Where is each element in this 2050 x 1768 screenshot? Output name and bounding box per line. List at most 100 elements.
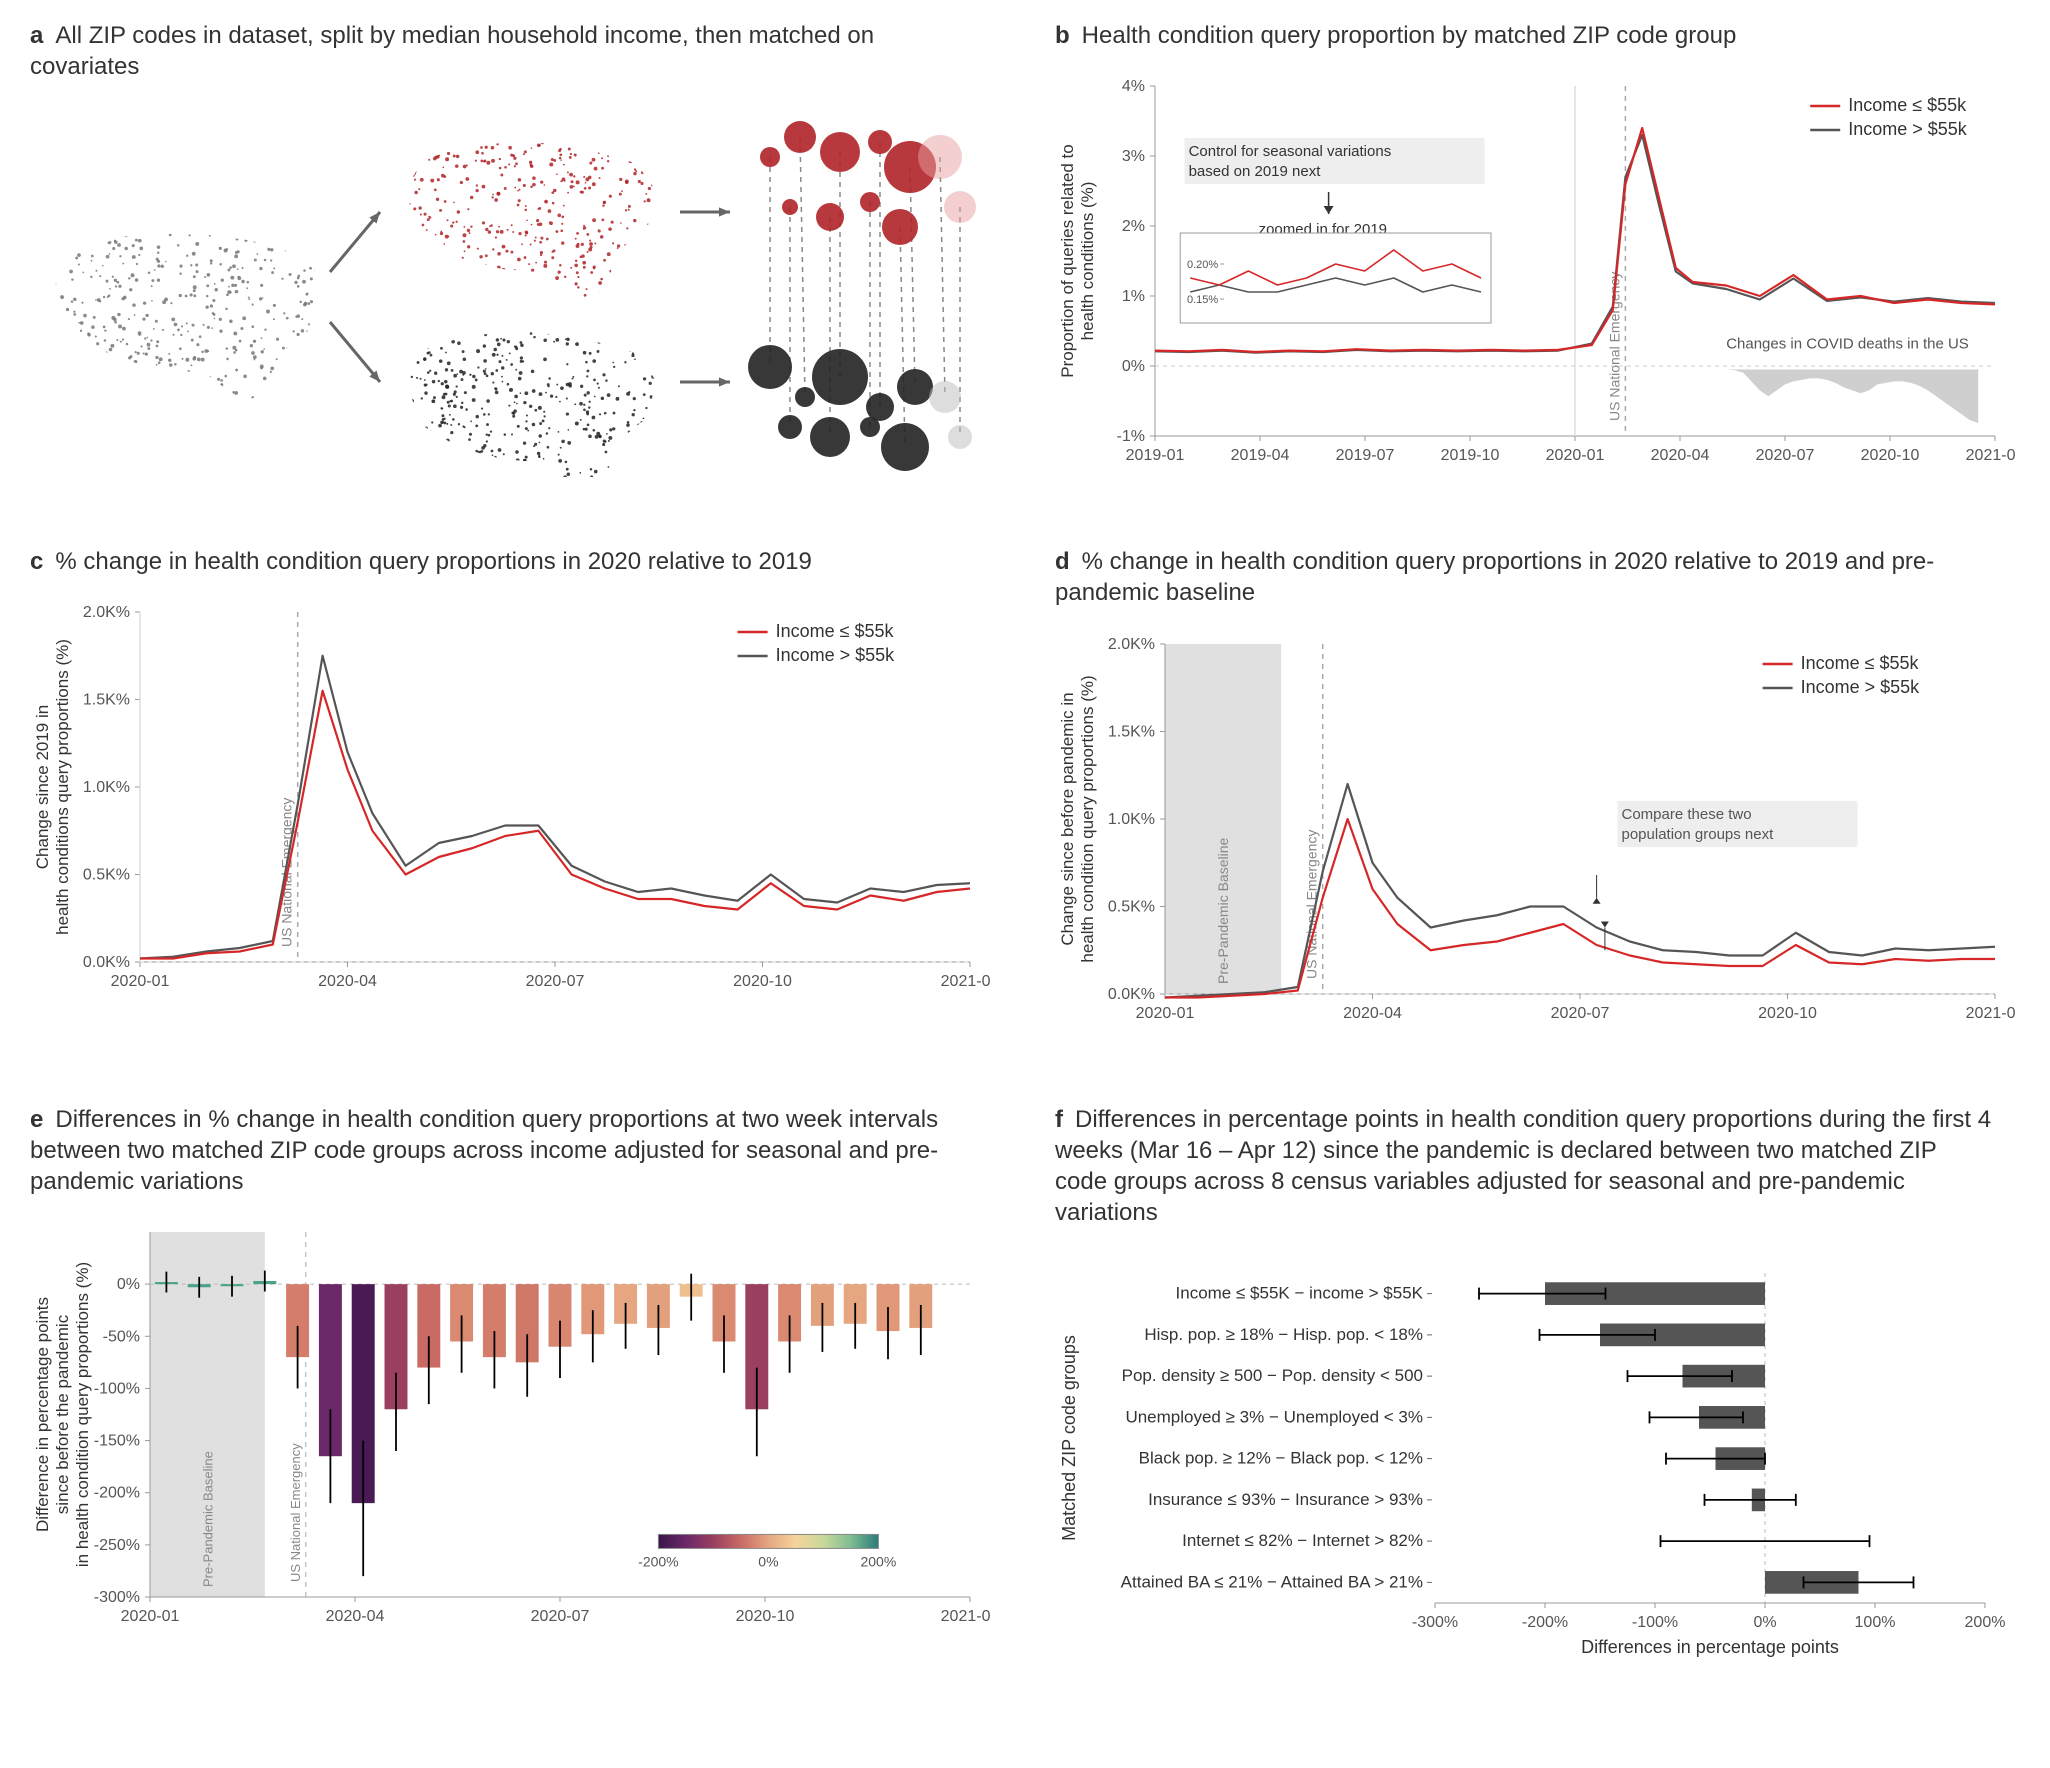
panel-c: c% change in health condition query prop… [30, 546, 995, 1043]
svg-text:Differences in percentage poin: Differences in percentage points [1581, 1637, 1839, 1657]
svg-text:Income > $55k: Income > $55k [1801, 677, 1921, 697]
panel-d: d% change in health condition query prop… [1055, 546, 2020, 1043]
panel-b-chart: -1% 0% 1% 2% 3% 4% 2019-01 2019-04 2019-07 2019-1… [1055, 66, 2015, 486]
svg-text:1%: 1% [1122, 288, 1145, 305]
svg-text:-1%: -1% [1117, 428, 1145, 445]
svg-text:Attained BA ≤ 21% − Attained B: Attained BA ≤ 21% − Attained BA > 21% [1121, 1573, 1423, 1592]
svg-text:2020-04: 2020-04 [318, 973, 377, 990]
svg-text:Pop. density ≥ 500 − Pop. dens: Pop. density ≥ 500 − Pop. density < 500 [1122, 1366, 1423, 1385]
svg-text:2.0K%: 2.0K% [83, 604, 130, 621]
svg-text:0.20%: 0.20% [1187, 259, 1218, 271]
panel-f-chart: -300% -200% -100% 0% 100% 200% Differences in … [1055, 1243, 2015, 1663]
svg-text:Income ≤ $55k: Income ≤ $55k [1848, 95, 1967, 115]
svg-text:2020-10: 2020-10 [733, 973, 792, 990]
svg-text:-200%: -200% [638, 1554, 678, 1570]
svg-text:Income ≤ $55K − income > $55K: Income ≤ $55K − income > $55K [1176, 1284, 1424, 1303]
svg-text:2020-07: 2020-07 [1756, 447, 1815, 464]
svg-text:2020-04: 2020-04 [1651, 447, 1710, 464]
svg-text:US National Emergency: US National Emergency [288, 1443, 303, 1582]
svg-text:0.0K%: 0.0K% [1108, 986, 1155, 1003]
panel-a-diagram [30, 97, 990, 477]
panel-c-title: % change in health condition query propo… [55, 548, 812, 575]
svg-text:2020-07: 2020-07 [1551, 1005, 1610, 1022]
svg-text:-300%: -300% [94, 1589, 140, 1606]
svg-text:2019-10: 2019-10 [1441, 447, 1500, 464]
svg-text:Proportion of queries related: Proportion of queries related to [1058, 144, 1077, 377]
svg-text:100%: 100% [1855, 1614, 1896, 1631]
svg-text:2021-01: 2021-01 [941, 1608, 990, 1625]
svg-text:Hisp. pop. ≥ 18% − Hisp. pop.: Hisp. pop. ≥ 18% − Hisp. pop. < 18% [1144, 1325, 1423, 1344]
panel-d-title: % change in health condition query propo… [1055, 548, 1934, 606]
svg-text:2020-10: 2020-10 [1758, 1005, 1817, 1022]
panel-f: fDifferences in percentage points in hea… [1055, 1104, 2020, 1664]
svg-text:2020-10: 2020-10 [736, 1608, 795, 1625]
svg-text:2021-01: 2021-01 [941, 973, 990, 990]
svg-text:2020-01: 2020-01 [1136, 1005, 1195, 1022]
svg-text:0%: 0% [117, 1276, 140, 1293]
svg-text:4%: 4% [1122, 78, 1145, 95]
svg-text:-200%: -200% [1522, 1614, 1568, 1631]
svg-text:health conditions query propor: health conditions query proportions (%) [53, 639, 72, 935]
panel-a-title: All ZIP codes in dataset, split by media… [30, 22, 874, 80]
svg-text:2021-01: 2021-01 [1966, 1005, 2015, 1022]
panel-a-label: a [30, 22, 43, 49]
panel-f-label: f [1055, 1106, 1063, 1133]
svg-text:2019-04: 2019-04 [1231, 447, 1290, 464]
svg-text:Income ≤ $55k: Income ≤ $55k [1801, 653, 1920, 673]
svg-text:2020-01: 2020-01 [1546, 447, 1605, 464]
svg-text:2019-07: 2019-07 [1336, 447, 1395, 464]
svg-text:Pre-Pandemic Baseline: Pre-Pandemic Baseline [1215, 837, 1231, 984]
panel-a: aAll ZIP codes in dataset, split by medi… [30, 20, 995, 486]
svg-text:3%: 3% [1122, 148, 1145, 165]
svg-text:Change since 2019 in: Change since 2019 in [33, 705, 52, 869]
svg-text:since before the pandemic: since before the pandemic [53, 1314, 72, 1514]
svg-text:Black pop. ≥ 12% − Black pop.: Black pop. ≥ 12% − Black pop. < 12% [1139, 1449, 1423, 1468]
svg-text:0.5K%: 0.5K% [83, 867, 130, 884]
panel-f-title: Differences in percentage points in heal… [1055, 1106, 1991, 1227]
svg-text:-150%: -150% [94, 1433, 140, 1450]
svg-text:Change since before pandemic i: Change since before pandemic in [1058, 692, 1077, 945]
svg-text:2021-01: 2021-01 [1966, 447, 2015, 464]
svg-text:Income > $55k: Income > $55k [1848, 119, 1968, 139]
svg-text:2020-07: 2020-07 [526, 973, 585, 990]
svg-text:based on 2019 next: based on 2019 next [1189, 163, 1322, 180]
svg-text:1.5K%: 1.5K% [83, 692, 130, 709]
svg-text:-50%: -50% [103, 1328, 140, 1345]
svg-text:Insurance ≤ 93% − Insurance >: Insurance ≤ 93% − Insurance > 93% [1148, 1490, 1423, 1509]
svg-text:200%: 200% [1965, 1614, 2006, 1631]
svg-text:0%: 0% [1753, 1614, 1776, 1631]
svg-text:200%: 200% [860, 1554, 896, 1570]
svg-text:2020-01: 2020-01 [121, 1608, 180, 1625]
svg-text:Unemployed ≥ 3% − Unemployed <: Unemployed ≥ 3% − Unemployed < 3% [1125, 1408, 1423, 1427]
svg-text:in health condition query prop: in health condition query proportions (%… [73, 1262, 92, 1567]
panel-e: eDifferences in % change in health condi… [30, 1104, 995, 1664]
svg-text:Compare these two: Compare these two [1622, 806, 1752, 823]
panel-c-chart: 0.0K%0.5K%1.0K%1.5K%2.0K%2020-012020-042… [30, 592, 990, 1012]
svg-text:-200%: -200% [94, 1485, 140, 1502]
svg-text:2020-04: 2020-04 [326, 1608, 385, 1625]
svg-text:Matched ZIP code groups: Matched ZIP code groups [1059, 1335, 1079, 1541]
svg-text:2.0K%: 2.0K% [1108, 636, 1155, 653]
svg-text:-300%: -300% [1412, 1614, 1458, 1631]
svg-text:2020-04: 2020-04 [1343, 1005, 1402, 1022]
svg-text:2019-01: 2019-01 [1126, 447, 1185, 464]
svg-text:Internet ≤ 82% − Internet > 82: Internet ≤ 82% − Internet > 82% [1182, 1531, 1423, 1550]
svg-text:health conditions (%): health conditions (%) [1078, 182, 1097, 341]
panel-e-title: Differences in % change in health condit… [30, 1106, 938, 1195]
svg-text:0.15%: 0.15% [1187, 294, 1218, 306]
panel-d-label: d [1055, 548, 1070, 575]
svg-text:Pre-Pandemic Baseline: Pre-Pandemic Baseline [200, 1451, 215, 1587]
svg-text:-250%: -250% [94, 1537, 140, 1554]
svg-text:2020-01: 2020-01 [111, 973, 170, 990]
svg-text:2%: 2% [1122, 218, 1145, 235]
panel-e-label: e [30, 1106, 43, 1133]
svg-text:0%: 0% [1122, 358, 1145, 375]
svg-text:Difference in percentage point: Difference in percentage points [33, 1297, 52, 1532]
svg-text:Income ≤ $55k: Income ≤ $55k [776, 621, 895, 641]
svg-text:Changes in COVID deaths in the: Changes in COVID deaths in the US [1726, 336, 1969, 353]
svg-text:Income > $55k: Income > $55k [776, 645, 896, 665]
svg-text:1.0K%: 1.0K% [83, 779, 130, 796]
svg-text:1.0K%: 1.0K% [1108, 811, 1155, 828]
svg-text:-100%: -100% [1632, 1614, 1678, 1631]
panel-e-chart: Pre-Pandemic Baseline -300% -250% -200% -150… [30, 1212, 990, 1652]
